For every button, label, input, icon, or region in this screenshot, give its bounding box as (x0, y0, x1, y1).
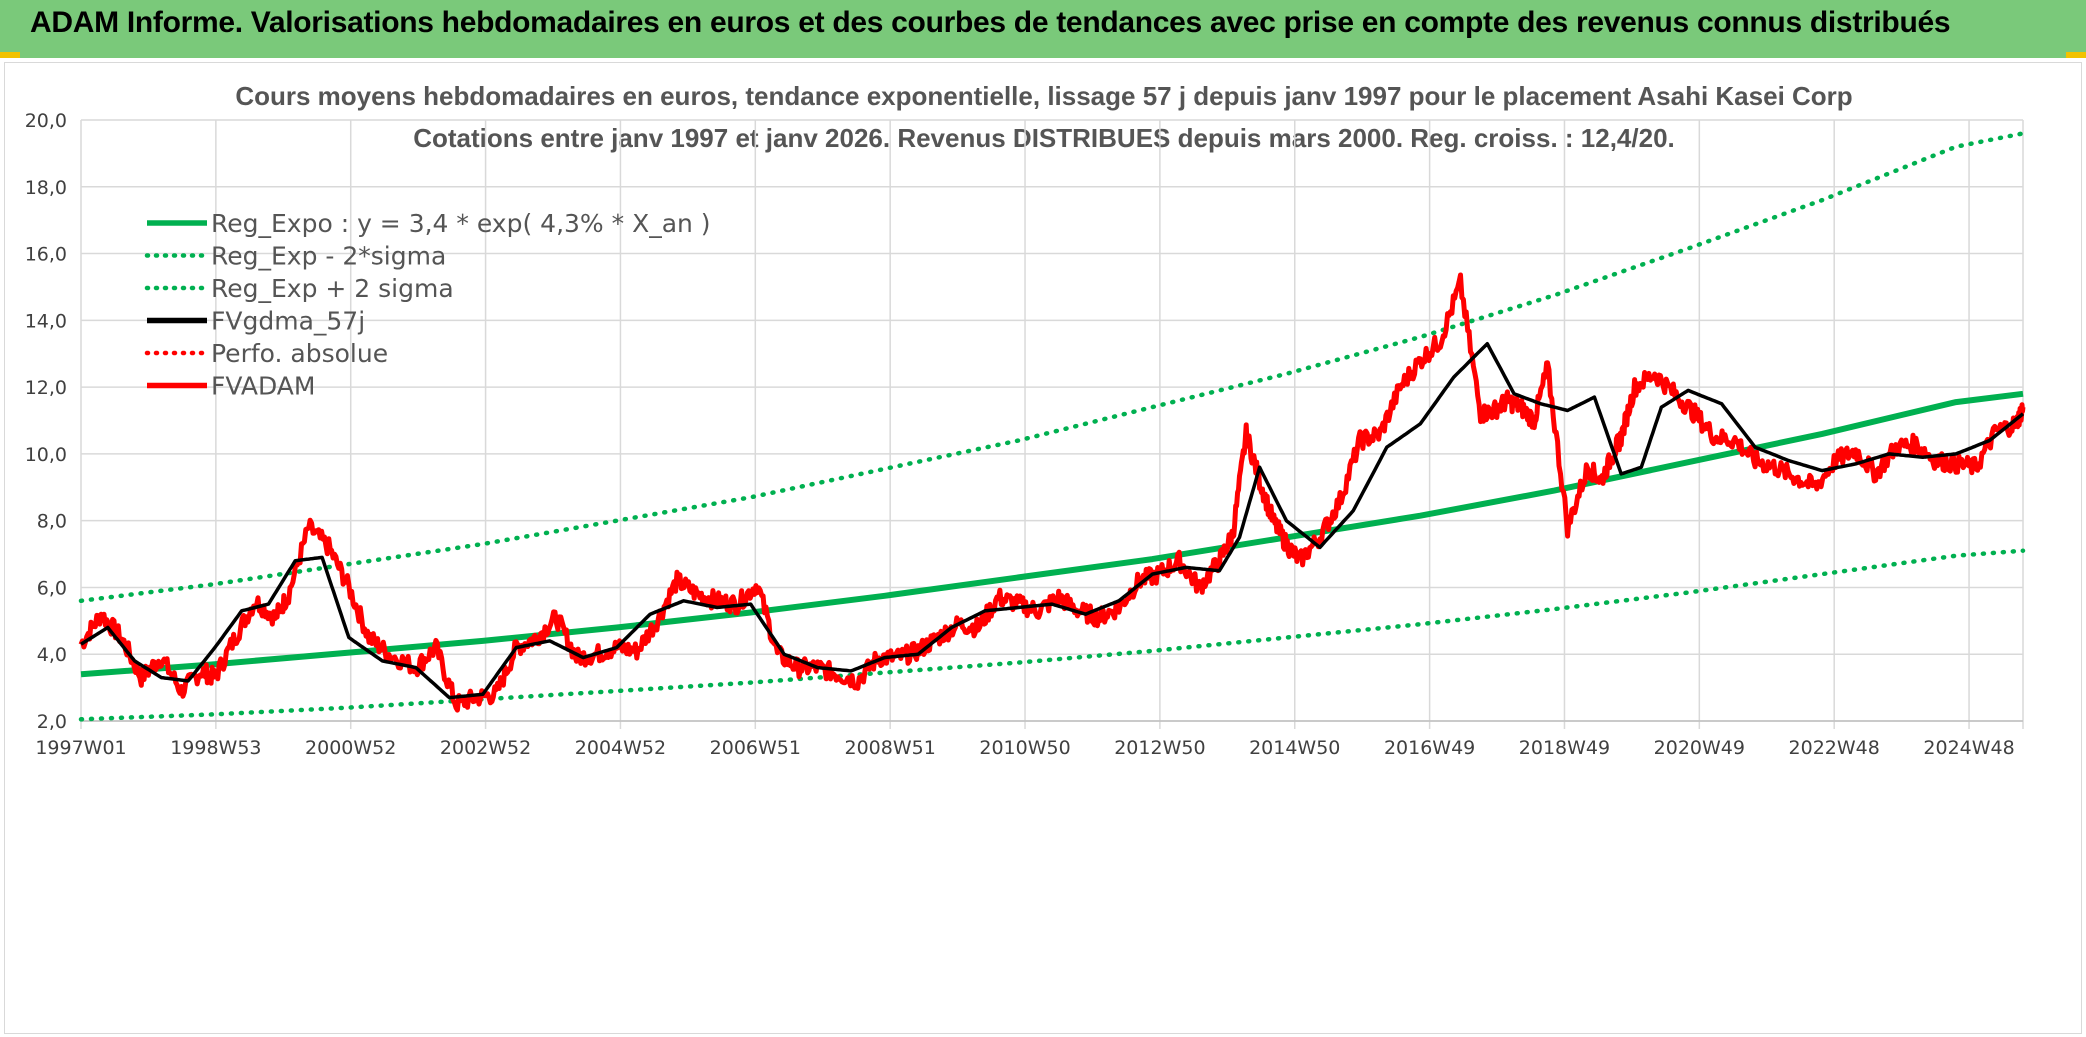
report-title: ADAM Informe. Valorisations hebdomadaire… (30, 6, 1951, 39)
x-tick-label: 2022W48 (1789, 737, 1880, 759)
chart-svg: Cours moyens hebdomadaires en euros, ten… (25, 81, 2026, 759)
corner-marker-left (0, 52, 20, 58)
series-fvgdma-57j (80, 341, 2025, 700)
x-tick-label: 2010W50 (979, 737, 1070, 759)
x-tick-label: 2020W49 (1654, 737, 1745, 759)
series-lines (78, 131, 2026, 722)
x-tick-label: 2012W50 (1114, 737, 1205, 759)
axes: 2,0 4,0 6,0 8,0 10,0 12,0 14,0 16,0 18,0 20,0 1997… (25, 110, 2023, 759)
x-tick-label: 1997W01 (35, 737, 126, 759)
x-tick-label: 2016W49 (1384, 737, 1475, 759)
y-tick-label: 2,0 (37, 711, 67, 733)
header-bar: ADAM Informe. Valorisations hebdomadaire… (0, 0, 2086, 58)
legend-label: Perfo. absolue (211, 339, 388, 368)
legend-label: Reg_Exp + 2 sigma (211, 274, 454, 303)
x-tick-label: 2014W50 (1249, 737, 1340, 759)
gridlines (80, 119, 2024, 729)
legend-label: Reg_Expo : y = 3,4 * exp( 4,3% * X_an ) (211, 209, 711, 238)
legend-label: FVADAM (211, 372, 315, 401)
y-tick-label: 18,0 (25, 177, 67, 199)
legend-label: FVgdma_57j (211, 307, 365, 336)
y-tick-label: 16,0 (25, 244, 67, 266)
y-tick-label: 8,0 (37, 511, 67, 533)
y-tick-label: 4,0 (37, 644, 67, 666)
y-tick-label: 20,0 (25, 110, 67, 132)
x-tick-label: 2004W52 (575, 737, 666, 759)
x-tick-label: 2002W52 (440, 737, 531, 759)
legend: Reg_Expo : y = 3,4 * exp( 4,3% * X_an ) R… (144, 209, 711, 401)
corner-marker-right (2066, 52, 2086, 58)
x-tick-label: 2008W51 (845, 737, 936, 759)
legend-label: Reg_Exp - 2*sigma (211, 242, 446, 271)
chart-subtitle: Cotations entre janv 1997 et janv 2026. … (413, 123, 1675, 153)
x-tick-label: 1998W53 (170, 737, 261, 759)
x-tick-label: 2000W52 (305, 737, 396, 759)
y-tick-label: 10,0 (25, 444, 67, 466)
y-tick-label: 12,0 (25, 377, 67, 399)
y-tick-label: 14,0 (25, 310, 67, 332)
chart-frame: Cours moyens hebdomadaires en euros, ten… (4, 62, 2082, 1034)
series-fvadam (78, 272, 2026, 713)
y-tick-label: 6,0 (37, 577, 67, 599)
series-reg-plus-2sigma (78, 131, 2026, 604)
x-tick-label: 2024W48 (1923, 737, 2014, 759)
x-tick-label: 2006W51 (710, 737, 801, 759)
x-tick-label: 2018W49 (1519, 737, 1610, 759)
chart-title: Cours moyens hebdomadaires en euros, ten… (235, 81, 1852, 111)
series-reg-minus-2sigma (78, 548, 2026, 722)
